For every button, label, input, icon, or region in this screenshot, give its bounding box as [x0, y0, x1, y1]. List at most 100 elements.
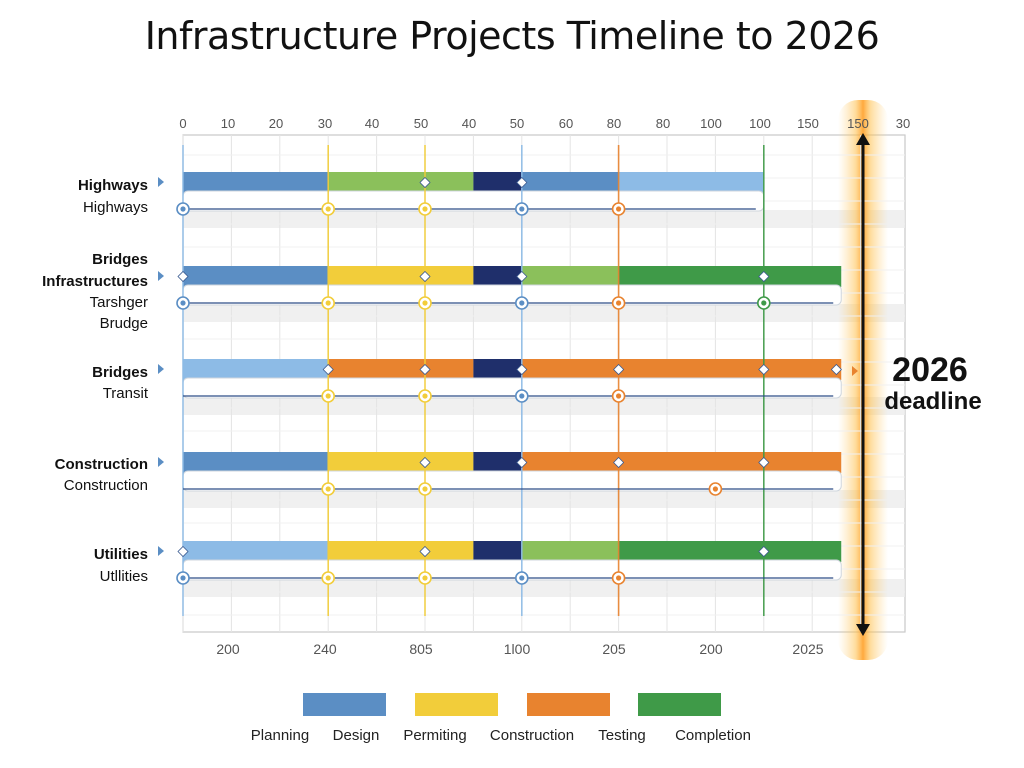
- x-tick-bottom: 805: [409, 641, 433, 657]
- deadline-arrow-down-icon: [856, 624, 870, 636]
- track-outline: [182, 470, 842, 492]
- milestone-dot-center: [519, 575, 525, 581]
- x-tick-bottom: 200: [699, 641, 723, 657]
- x-tick-top: 0: [179, 116, 186, 131]
- milestone-dot-center: [422, 206, 428, 212]
- row-label: Brudge: [100, 315, 148, 332]
- legend-swatch: [303, 693, 386, 716]
- gantt-bar: [473, 172, 522, 193]
- row-arrow-icon: [158, 546, 164, 556]
- milestone-dot-center: [422, 393, 428, 399]
- milestone-dot-center: [616, 393, 622, 399]
- milestone-diamond: [419, 545, 431, 558]
- milestone-dot-center: [422, 575, 428, 581]
- legend-label: Completion: [675, 727, 751, 744]
- legend-label: Permiting: [403, 727, 466, 744]
- x-tick-bottom: 200: [216, 641, 240, 657]
- x-tick-top: 80: [607, 116, 621, 131]
- deadline-pointer-icon: [852, 366, 858, 376]
- gantt-bar: [618, 172, 764, 193]
- milestone-dot-center: [180, 206, 186, 212]
- milestone-diamond: [758, 545, 770, 558]
- milestone-diamond: [613, 363, 625, 376]
- deadline-year: 2026: [892, 351, 968, 389]
- gantt-bar: [183, 541, 329, 562]
- x-tick-top: 50: [510, 116, 524, 131]
- milestone-dot-center: [616, 300, 622, 306]
- milestone-diamond: [177, 545, 189, 558]
- row-label: Construction: [55, 456, 148, 473]
- x-tick-top: 30: [896, 116, 910, 131]
- gantt-bar: [473, 359, 522, 380]
- milestone-dot-center: [325, 300, 331, 306]
- row-label: Utilities: [94, 546, 148, 563]
- track-outline: [182, 559, 842, 581]
- x-tick-top: 100: [700, 116, 722, 131]
- x-tick-bottom: 2025: [792, 641, 823, 657]
- gantt-bar: [473, 541, 522, 562]
- row-label: Tarshger: [90, 294, 148, 311]
- deadline-label: deadline: [884, 388, 981, 415]
- row-arrow-icon: [158, 364, 164, 374]
- row-label: Construction: [64, 477, 148, 494]
- milestone-dot-center: [616, 206, 622, 212]
- gantt-bar: [328, 172, 474, 193]
- x-tick-top: 150: [797, 116, 819, 131]
- milestone-diamond: [830, 363, 842, 376]
- gantt-bar: [328, 452, 474, 473]
- x-tick-top: 20: [269, 116, 283, 131]
- track-outline: [182, 377, 842, 399]
- row-band: [183, 579, 905, 597]
- gantt-bar: [473, 452, 522, 473]
- legend-swatch: [415, 693, 498, 716]
- gantt-bar: [183, 172, 329, 193]
- milestone-dot-center: [519, 300, 525, 306]
- x-tick-top: 60: [559, 116, 573, 131]
- row-arrow-icon: [158, 271, 164, 281]
- milestone-diamond: [419, 176, 431, 189]
- gantt-bar: [183, 266, 329, 287]
- milestone-diamond: [516, 363, 528, 376]
- milestone-diamond: [516, 270, 528, 283]
- legend-label: Construction: [490, 727, 574, 744]
- milestone-dot-center: [616, 575, 622, 581]
- milestone-diamond: [613, 456, 625, 469]
- legend-label: Design: [333, 727, 380, 744]
- milestone-dot-center: [325, 575, 331, 581]
- milestone-dot-center: [519, 393, 525, 399]
- row-band: [183, 210, 905, 228]
- x-tick-bottom: 240: [313, 641, 337, 657]
- milestone-dot-center: [180, 575, 186, 581]
- milestone-diamond: [516, 176, 528, 189]
- milestone-diamond: [419, 363, 431, 376]
- gantt-bar: [473, 266, 522, 287]
- milestone-diamond: [419, 270, 431, 283]
- x-tick-top: 10: [221, 116, 235, 131]
- gantt-bar: [618, 541, 842, 562]
- x-tick-top: 80: [656, 116, 670, 131]
- gantt-bar: [328, 266, 474, 287]
- row-band: [183, 304, 905, 322]
- milestone-diamond: [758, 456, 770, 469]
- gantt-bar: [521, 266, 619, 287]
- gantt-bar: [521, 452, 842, 473]
- row-label: Highways: [78, 177, 148, 194]
- milestone-diamond: [322, 363, 334, 376]
- x-tick-top: 100: [749, 116, 771, 131]
- deadline-arrow-up-icon: [856, 133, 870, 145]
- gantt-bar: [328, 541, 474, 562]
- row-label: Infrastructures: [42, 273, 148, 290]
- gantt-bar: [521, 172, 619, 193]
- milestone-dot-center: [180, 300, 186, 306]
- x-tick-top: 150: [847, 116, 869, 131]
- row-band: [183, 490, 905, 508]
- row-arrow-icon: [158, 457, 164, 467]
- milestone-dot-center: [325, 206, 331, 212]
- gantt-bar: [328, 359, 474, 380]
- row-label: Highways: [83, 199, 148, 216]
- track-outline: [182, 284, 842, 306]
- milestone-dot-center: [325, 486, 331, 492]
- legend-label: Testing: [598, 727, 646, 744]
- legend-label: Planning: [251, 727, 309, 744]
